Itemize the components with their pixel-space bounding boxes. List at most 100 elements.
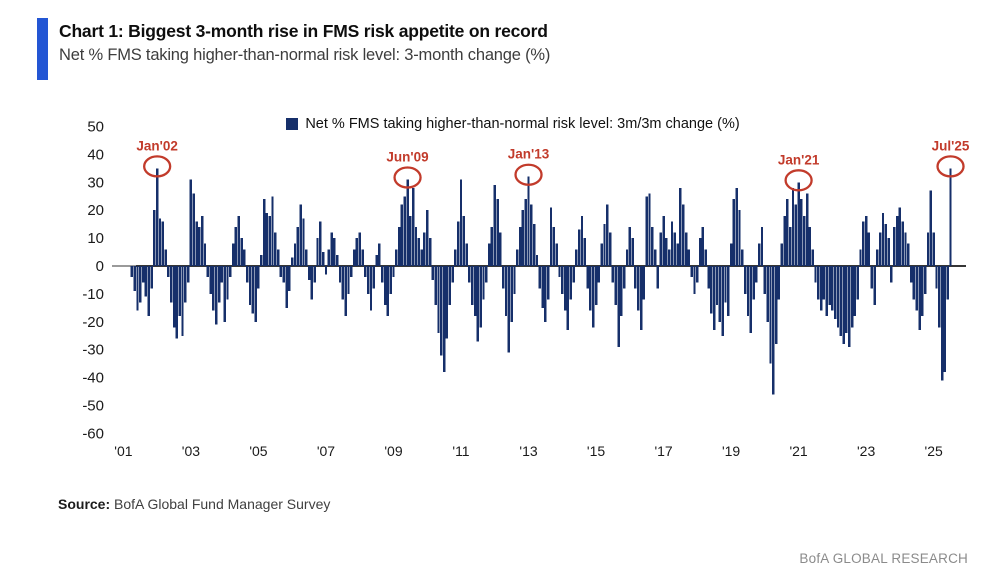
bar — [721, 266, 724, 336]
y-tick-label: 20 — [87, 202, 104, 219]
bar — [701, 226, 705, 266]
bar — [656, 266, 660, 289]
bar — [378, 243, 381, 266]
bar — [575, 249, 578, 266]
y-tick-label: 40 — [87, 146, 104, 163]
peak-circle-annotation — [393, 166, 422, 189]
x-tick-label: '17 — [654, 443, 672, 459]
chart-title: Chart 1: Biggest 3-month rise in FMS ris… — [59, 21, 548, 41]
bar — [617, 266, 620, 347]
bar — [473, 266, 477, 317]
bar — [178, 266, 181, 317]
bar — [670, 221, 674, 266]
bar — [800, 199, 803, 266]
bar — [175, 266, 179, 339]
bar — [411, 187, 415, 266]
bar — [684, 232, 688, 266]
bar — [783, 215, 786, 266]
peak-label-annotation: Jan'02 — [136, 138, 178, 153]
bar — [428, 238, 432, 266]
bar — [884, 224, 888, 266]
bar — [862, 221, 865, 266]
bar — [915, 266, 918, 311]
bar — [493, 185, 496, 266]
bar — [426, 210, 429, 266]
bar — [589, 266, 592, 311]
bar — [603, 224, 606, 266]
bar — [535, 254, 539, 266]
x-tick-label: '23 — [857, 443, 875, 459]
legend-marker-icon — [286, 118, 299, 130]
bar — [319, 221, 322, 266]
bar — [929, 190, 933, 266]
legend-label: Net % FMS taking higher-than-normal risk… — [305, 116, 740, 132]
bar — [538, 266, 541, 289]
bar — [527, 176, 530, 266]
bar — [181, 266, 184, 336]
bar — [302, 218, 305, 266]
bar — [769, 266, 772, 364]
bar — [741, 249, 744, 266]
bar — [698, 238, 702, 266]
bar — [715, 266, 719, 306]
bar — [423, 232, 426, 266]
bar — [516, 249, 519, 266]
bar — [355, 238, 359, 266]
bar — [133, 266, 136, 292]
bar — [848, 266, 851, 347]
bar — [628, 226, 632, 266]
bar — [321, 252, 325, 266]
bar — [805, 193, 809, 266]
bar — [220, 266, 224, 283]
bar — [530, 204, 533, 266]
bar — [918, 266, 921, 331]
bar — [400, 204, 404, 266]
y-tick-label: -30 — [82, 342, 104, 359]
bar — [158, 218, 162, 266]
chart-header: Chart 1: Biggest 3-month rise in FMS ris… — [37, 18, 550, 80]
bar — [763, 266, 767, 294]
peak-label-annotation: Jul'25 — [932, 138, 970, 153]
bar — [265, 212, 269, 266]
bar — [338, 266, 342, 283]
bar — [209, 266, 212, 294]
bar — [381, 266, 384, 283]
bar — [395, 249, 398, 266]
bar — [409, 215, 412, 266]
bar — [639, 266, 643, 331]
bar — [257, 266, 260, 289]
bar — [541, 266, 544, 308]
bar — [490, 226, 494, 266]
bar — [811, 249, 814, 266]
peak-circle-annotation — [936, 155, 965, 178]
peak-circle-annotation — [784, 169, 813, 192]
bar — [299, 204, 302, 266]
bar — [195, 221, 198, 266]
bar — [831, 266, 834, 311]
bar — [336, 254, 339, 266]
bar — [456, 221, 460, 266]
bar — [825, 266, 828, 317]
bar — [597, 266, 601, 283]
bar — [414, 226, 418, 266]
bar — [752, 266, 755, 300]
bar — [577, 229, 581, 266]
bar — [724, 266, 727, 303]
bar — [760, 226, 764, 266]
bar — [555, 243, 558, 266]
peak-label-annotation: Jan'21 — [778, 152, 820, 167]
bar — [448, 266, 451, 306]
bar — [170, 266, 173, 303]
bar — [513, 266, 516, 294]
bar — [932, 232, 935, 266]
bar — [620, 266, 623, 317]
peak-circle-annotation — [514, 163, 543, 186]
bar — [881, 212, 885, 266]
bar — [375, 254, 378, 266]
bar — [777, 266, 781, 300]
bar-chart: 50 40 30 20 10 0 -10 -20 -30 -40 -50 -60 '01 '03 '05 '0… — [82, 119, 970, 460]
bar — [943, 266, 947, 373]
bar — [682, 204, 685, 266]
bar — [912, 266, 916, 300]
